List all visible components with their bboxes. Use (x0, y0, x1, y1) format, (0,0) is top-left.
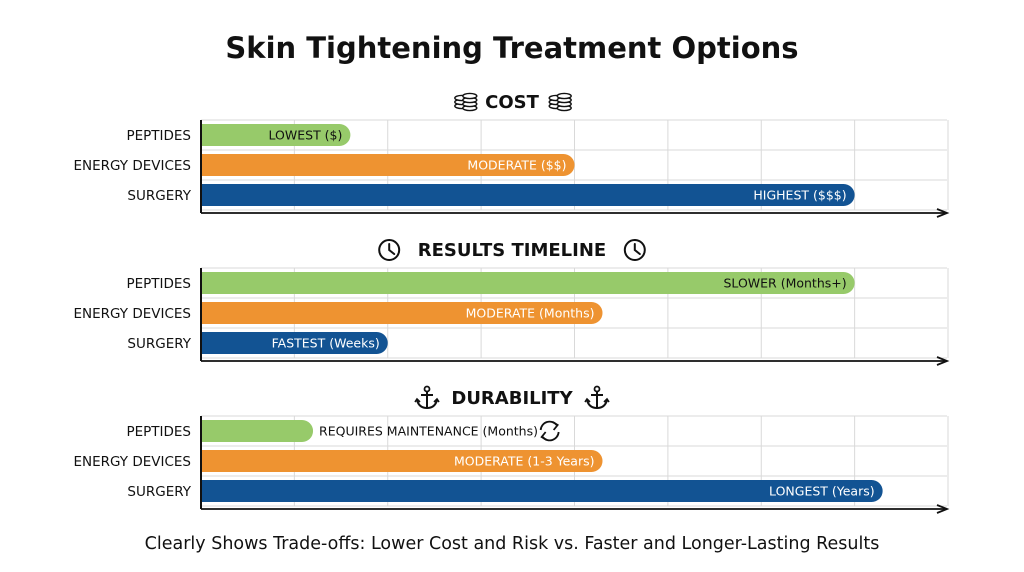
data-label: MODERATE ($$) (467, 158, 566, 173)
bar-surgery (201, 184, 855, 206)
section-title: RESULTS TIMELINE (418, 240, 606, 261)
panel-results-timeline: RESULTS TIMELINE PEPTIDES SLOWER (Months+)… (73, 239, 950, 366)
data-label: FASTEST (Weeks) (272, 336, 380, 351)
bar-edge (201, 184, 213, 206)
bar-energy-devices (201, 302, 603, 324)
axis (200, 416, 950, 514)
bar-edge (201, 420, 213, 442)
category-label: SURGERY (127, 336, 191, 352)
bar-edge (201, 272, 213, 294)
footer-caption: Clearly Shows Trade-offs: Lower Cost and… (145, 534, 880, 554)
category-label: SURGERY (127, 484, 191, 500)
anchor-icon (584, 385, 610, 410)
chart-title: Skin Tightening Treatment Options (225, 31, 798, 65)
category-label: PEPTIDES (126, 424, 191, 440)
bar-peptides (201, 420, 314, 442)
bar-edge (201, 124, 213, 146)
category-label: PEPTIDES (126, 128, 191, 144)
refresh-icon (539, 420, 560, 442)
data-label: LONGEST (Years) (769, 484, 875, 499)
panel-cost: COST PEPTIDES LOWEST ($) ENERGY DEVICES MODE… (73, 92, 950, 218)
bar-edge (201, 332, 213, 354)
data-label: SLOWER (Months+) (723, 276, 846, 291)
coins-icon (454, 92, 478, 112)
axis (200, 268, 950, 366)
data-label: MODERATE (1-3 Years) (454, 454, 595, 469)
panel-durability: DURABILITY PEPTIDES REQUIRES MAINTENANCE (… (73, 385, 950, 514)
bar-edge (201, 450, 213, 472)
clock-icon (378, 239, 401, 261)
bar-edge (201, 302, 213, 324)
section-title: DURABILITY (451, 388, 573, 409)
clock-icon (623, 239, 646, 261)
axis (200, 120, 950, 218)
bar-energy-devices (201, 450, 603, 472)
data-label: REQUIRES MAINTENANCE (Months) (319, 424, 538, 439)
category-label: ENERGY DEVICES (73, 158, 191, 174)
data-label: LOWEST ($) (269, 128, 343, 143)
bar-surgery (201, 480, 883, 502)
bar-peptides (201, 124, 351, 146)
bar-energy-devices (201, 154, 575, 176)
grid (201, 267, 949, 359)
data-label: MODERATE (Months) (466, 306, 595, 321)
bar-edge (201, 154, 213, 176)
anchor-icon (414, 385, 440, 410)
category-label: ENERGY DEVICES (73, 306, 191, 322)
category-label: PEPTIDES (126, 276, 191, 292)
bar-surgery (201, 332, 388, 354)
data-label: HIGHEST ($$$) (753, 188, 846, 203)
category-label: ENERGY DEVICES (73, 454, 191, 470)
bar-peptides (201, 272, 855, 294)
category-label: SURGERY (127, 188, 191, 204)
section-title: COST (485, 92, 539, 113)
coins-icon (548, 92, 572, 112)
bar-edge (201, 480, 213, 502)
